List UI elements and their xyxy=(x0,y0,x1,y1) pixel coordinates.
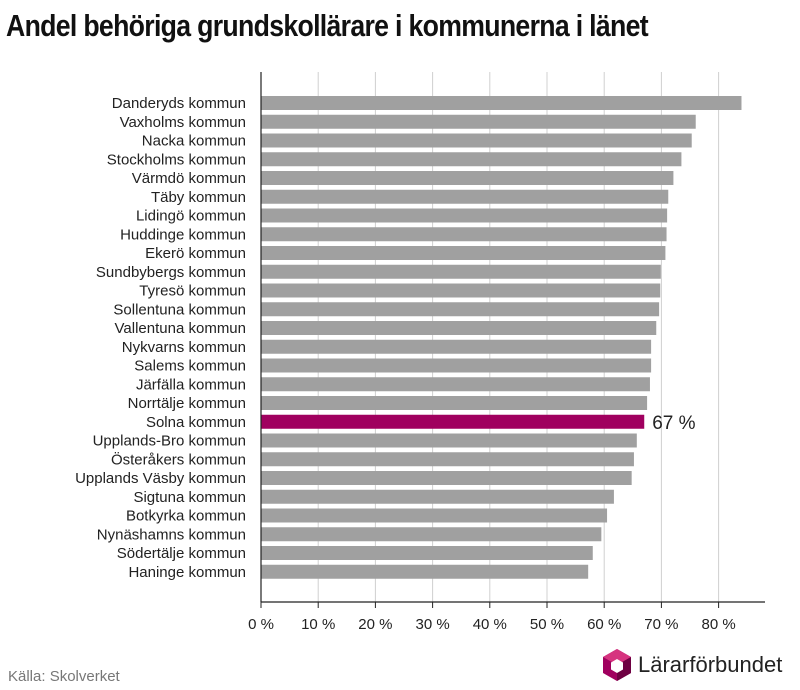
category-label: Haninge kommun xyxy=(128,564,246,581)
category-label: Upplands Väsby kommun xyxy=(75,470,246,487)
bar xyxy=(261,264,661,279)
category-label: Upplands-Bro kommun xyxy=(93,433,246,450)
x-tick-label: 60 % xyxy=(587,616,621,633)
category-label: Sollentuna kommun xyxy=(113,301,246,318)
chart-title: Andel behöriga grundskollärare i kommune… xyxy=(6,8,649,43)
category-label: Tyresö kommun xyxy=(139,283,246,300)
category-label: Danderyds kommun xyxy=(112,95,246,112)
category-label: Solna kommun xyxy=(146,414,246,431)
bar xyxy=(261,208,668,223)
category-label: Sigtuna kommun xyxy=(133,489,246,506)
bar-highlighted xyxy=(261,414,645,429)
x-tick-label: 80 % xyxy=(701,616,735,633)
brand-logo: Lärarförbundet xyxy=(602,648,782,682)
category-label: Värmdö kommun xyxy=(132,170,246,187)
bar xyxy=(261,358,652,373)
bar xyxy=(261,227,667,242)
brand-name: Lärarförbundet xyxy=(638,652,783,677)
data-label: 67 % xyxy=(652,413,695,434)
category-label: Täby kommun xyxy=(151,189,246,206)
bar xyxy=(261,321,657,335)
category-label: Huddinge kommun xyxy=(120,226,246,243)
bar xyxy=(261,283,661,298)
x-axis: 0 % 10 % 20 % 30 % 40 % 50 % 60 % 70 % 80 % xyxy=(248,72,765,633)
bar xyxy=(261,171,674,185)
hexagon-logo-icon xyxy=(603,649,631,681)
bar xyxy=(261,564,589,579)
bar xyxy=(261,489,614,504)
category-label: Södertälje kommun xyxy=(117,545,246,562)
x-tick-label: 50 % xyxy=(530,616,564,633)
category-label: Ekerö kommun xyxy=(145,245,246,262)
source-note: Källa: Skolverket xyxy=(8,668,120,685)
category-label: Sundbybergs kommun xyxy=(96,264,246,281)
category-label: Nynäshamns kommun xyxy=(97,526,246,543)
x-tick-label: 0 % xyxy=(248,616,274,633)
bar xyxy=(261,114,696,129)
x-tick-label: 70 % xyxy=(644,616,678,633)
category-label: Stockholms kommun xyxy=(107,151,246,168)
bar xyxy=(261,339,652,354)
category-label: Lidingö kommun xyxy=(136,208,246,225)
bar xyxy=(261,433,637,448)
bar xyxy=(261,527,602,542)
bar xyxy=(261,546,593,560)
bars xyxy=(261,96,742,579)
bar xyxy=(261,377,650,392)
bar xyxy=(261,508,608,523)
x-tick-label: 30 % xyxy=(415,616,449,633)
bar xyxy=(261,96,742,110)
bar xyxy=(261,471,632,485)
x-tick-label: 40 % xyxy=(473,616,507,633)
category-label: Österåkers kommun xyxy=(111,450,246,468)
category-label: Nacka kommun xyxy=(142,133,246,150)
bar xyxy=(261,396,648,410)
category-labels: Danderyds kommun Vaxholms kommun Nacka kom… xyxy=(75,95,696,581)
category-label: Botkyrka kommun xyxy=(126,508,246,525)
x-tick-label: 10 % xyxy=(301,616,335,633)
category-label: Salems kommun xyxy=(134,358,246,375)
category-label: Järfälla kommun xyxy=(136,376,246,393)
category-label: Nykvarns kommun xyxy=(122,339,246,356)
category-label: Norrtälje kommun xyxy=(128,395,246,412)
bar xyxy=(261,302,660,317)
category-label: Vaxholms kommun xyxy=(120,114,246,131)
bar xyxy=(261,246,666,260)
bar xyxy=(261,452,634,467)
x-tick-label: 20 % xyxy=(358,616,392,633)
bar xyxy=(261,133,692,148)
category-label: Vallentuna kommun xyxy=(115,320,246,337)
bar xyxy=(261,152,682,167)
bar xyxy=(261,189,669,204)
